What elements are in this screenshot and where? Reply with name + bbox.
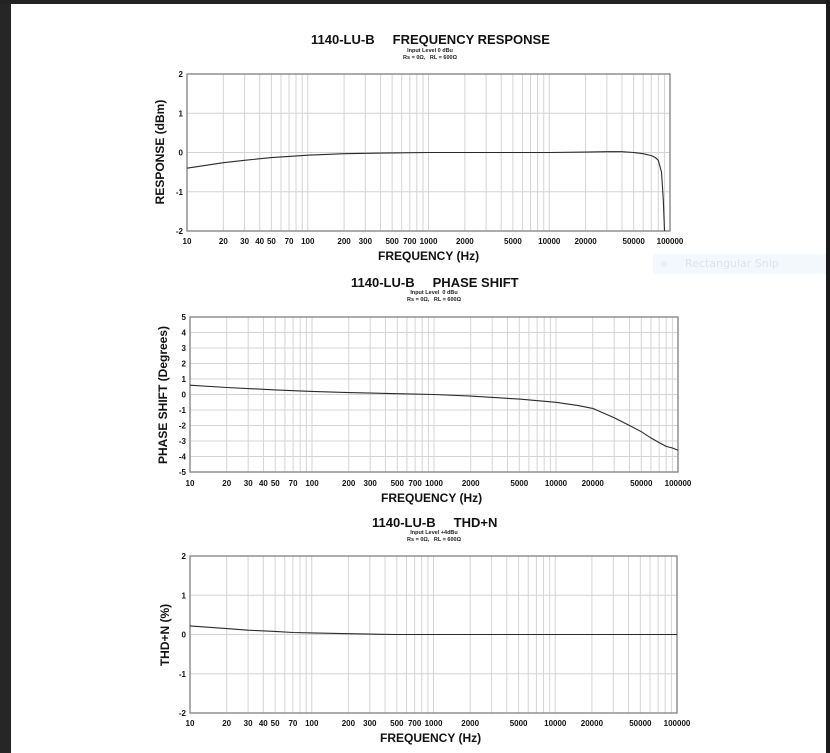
- svg-text:70: 70: [288, 719, 297, 728]
- svg-text:30: 30: [244, 719, 253, 728]
- window-right-edge: [826, 0, 830, 753]
- svg-text:200: 200: [342, 479, 356, 488]
- svg-text:2000: 2000: [456, 237, 474, 246]
- svg-text:30: 30: [240, 237, 249, 246]
- svg-text:4: 4: [182, 329, 187, 338]
- svg-text:5000: 5000: [510, 479, 528, 488]
- svg-text:50000: 50000: [630, 479, 653, 488]
- series-line: [189, 384, 679, 451]
- chart-1-subtitle-2: Rs = 0Ω, RL = 600Ω: [403, 55, 457, 61]
- svg-text:200: 200: [337, 237, 351, 246]
- svg-text:70: 70: [285, 237, 294, 246]
- svg-text:2: 2: [179, 70, 184, 79]
- svg-text:70: 70: [289, 479, 298, 488]
- svg-text:100000: 100000: [664, 719, 691, 728]
- svg-text:50000: 50000: [629, 719, 652, 728]
- svg-text:500: 500: [385, 237, 399, 246]
- chart-1-title: 1140-LU-B FREQUENCY RESPONSE: [311, 32, 550, 47]
- chart-3-subtitle-1: Input Level +4dBu: [410, 530, 458, 536]
- svg-text:-1: -1: [179, 670, 187, 679]
- window-top-bar: [0, 0, 830, 4]
- svg-text:10000: 10000: [538, 237, 561, 246]
- chart-3-subtitle-2: Rs = 0Ω, RL = 600Ω: [407, 537, 461, 543]
- svg-text:100000: 100000: [665, 479, 692, 488]
- svg-text:700: 700: [403, 237, 417, 246]
- svg-text:20: 20: [222, 719, 231, 728]
- svg-text:-3: -3: [179, 437, 187, 446]
- svg-text:-2: -2: [176, 227, 184, 236]
- chart-2-title: 1140-LU-B PHASE SHIFT: [351, 275, 519, 290]
- svg-text:100000: 100000: [657, 237, 684, 246]
- svg-text:5000: 5000: [510, 719, 528, 728]
- chart-3-title: 1140-LU-B THD+N: [372, 515, 498, 530]
- svg-text:20: 20: [219, 237, 228, 246]
- svg-text:10: 10: [186, 479, 195, 488]
- svg-text:200: 200: [342, 719, 356, 728]
- series-line: [186, 151, 666, 232]
- svg-text:20000: 20000: [574, 237, 597, 246]
- svg-text:0: 0: [179, 149, 184, 158]
- svg-text:2: 2: [182, 360, 187, 369]
- svg-text:0: 0: [182, 631, 187, 640]
- chart-1-subtitle-1: Input Level 0 dBu: [407, 48, 453, 54]
- svg-text:1000: 1000: [425, 719, 443, 728]
- svg-text:500: 500: [391, 479, 405, 488]
- svg-text:100: 100: [305, 479, 319, 488]
- svg-text:100: 100: [301, 237, 315, 246]
- chart-2-subtitle-2: Rs = 0Ω, RL = 600Ω: [407, 297, 461, 303]
- svg-text:50000: 50000: [623, 237, 646, 246]
- svg-text:40: 40: [259, 719, 268, 728]
- svg-text:1: 1: [179, 109, 184, 118]
- svg-text:700: 700: [408, 719, 422, 728]
- svg-text:1: 1: [182, 591, 187, 600]
- svg-text:100: 100: [305, 719, 319, 728]
- svg-text:50: 50: [267, 237, 276, 246]
- svg-text:3: 3: [182, 344, 187, 353]
- svg-text:300: 300: [364, 479, 378, 488]
- svg-text:30: 30: [244, 479, 253, 488]
- chart-2-x-axis-title: FREQUENCY (Hz): [381, 491, 483, 505]
- svg-text:50: 50: [271, 719, 280, 728]
- svg-text:5000: 5000: [504, 237, 522, 246]
- series-line: [189, 625, 677, 636]
- svg-text:2000: 2000: [462, 479, 480, 488]
- rectangular-snip-button[interactable]: Rectangular Snip: [653, 254, 826, 274]
- svg-text:5: 5: [182, 313, 187, 322]
- svg-text:-4: -4: [179, 453, 187, 462]
- svg-text:10000: 10000: [545, 479, 568, 488]
- svg-text:500: 500: [390, 719, 404, 728]
- svg-text:20: 20: [222, 479, 231, 488]
- svg-text:0: 0: [182, 391, 187, 400]
- svg-text:10000: 10000: [544, 719, 567, 728]
- svg-text:2: 2: [182, 552, 187, 561]
- svg-text:-1: -1: [176, 188, 184, 197]
- svg-text:20000: 20000: [582, 479, 605, 488]
- svg-text:-1: -1: [179, 406, 187, 415]
- snip-icon: [661, 261, 667, 267]
- svg-text:40: 40: [255, 237, 264, 246]
- svg-text:-2: -2: [179, 422, 187, 431]
- svg-text:-2: -2: [179, 709, 187, 718]
- svg-text:50: 50: [271, 479, 280, 488]
- svg-text:1: 1: [182, 375, 187, 384]
- chart-1-x-axis-title: FREQUENCY (Hz): [378, 249, 480, 263]
- svg-text:-5: -5: [179, 468, 187, 477]
- svg-text:2000: 2000: [461, 719, 479, 728]
- svg-text:10: 10: [183, 237, 192, 246]
- svg-text:1000: 1000: [420, 237, 438, 246]
- snip-label: Rectangular Snip: [685, 257, 779, 270]
- svg-text:20000: 20000: [581, 719, 604, 728]
- svg-text:300: 300: [363, 719, 377, 728]
- svg-text:10: 10: [186, 719, 195, 728]
- chart-2-subtitle-1: Input Level 0 dBu: [410, 290, 458, 296]
- chart-3-x-axis-title: FREQUENCY (Hz): [380, 731, 482, 745]
- svg-text:300: 300: [359, 237, 373, 246]
- svg-text:40: 40: [259, 479, 268, 488]
- svg-text:700: 700: [408, 479, 422, 488]
- svg-text:1000: 1000: [425, 479, 443, 488]
